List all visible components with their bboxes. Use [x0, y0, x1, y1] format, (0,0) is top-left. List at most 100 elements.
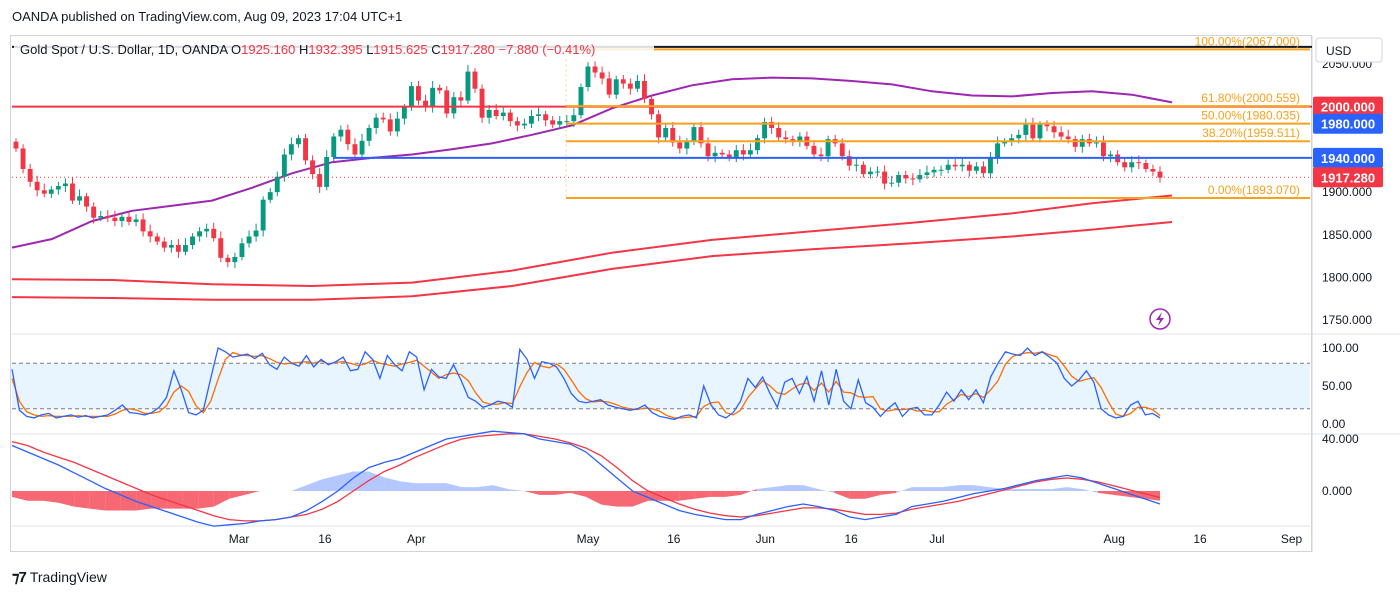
- candle[interactable]: [70, 177, 75, 205]
- candle[interactable]: [465, 64, 471, 105]
- candle[interactable]: [91, 202, 97, 224]
- candle[interactable]: [77, 189, 82, 205]
- candle[interactable]: [168, 239, 174, 253]
- candle[interactable]: [373, 113, 379, 134]
- candle[interactable]: [853, 157, 859, 172]
- candle[interactable]: [846, 150, 852, 171]
- currency-button[interactable]: USD: [1315, 37, 1383, 63]
- candle[interactable]: [500, 105, 506, 121]
- candle[interactable]: [253, 223, 259, 242]
- candle[interactable]: [1009, 133, 1015, 146]
- candle[interactable]: [380, 112, 386, 123]
- candle[interactable]: [27, 163, 33, 187]
- candle[interactable]: [444, 86, 450, 118]
- candle[interactable]: [663, 122, 669, 141]
- candle[interactable]: [811, 139, 817, 159]
- candle[interactable]: [762, 117, 767, 144]
- candle[interactable]: [267, 187, 273, 204]
- candle[interactable]: [514, 116, 520, 132]
- candle[interactable]: [917, 168, 923, 183]
- candle[interactable]: [924, 165, 930, 180]
- candle[interactable]: [1002, 138, 1008, 147]
- candle[interactable]: [486, 104, 492, 124]
- candle[interactable]: [712, 145, 718, 163]
- candle[interactable]: [98, 210, 104, 222]
- candle[interactable]: [966, 161, 972, 177]
- candle[interactable]: [755, 134, 760, 155]
- candle[interactable]: [225, 254, 231, 268]
- candle[interactable]: [656, 110, 661, 144]
- candle[interactable]: [938, 165, 944, 176]
- candle[interactable]: [13, 138, 19, 152]
- candle[interactable]: [931, 166, 937, 178]
- candle[interactable]: [119, 213, 125, 228]
- tradingview-logo[interactable]: ⁊7 TradingView: [12, 568, 107, 586]
- candle[interactable]: [896, 171, 902, 187]
- candle[interactable]: [288, 137, 294, 161]
- candle[interactable]: [981, 161, 986, 178]
- candle[interactable]: [175, 239, 181, 258]
- candle[interactable]: [1108, 151, 1113, 163]
- candle[interactable]: [635, 75, 640, 93]
- candle[interactable]: [959, 157, 965, 172]
- candle[interactable]: [1030, 117, 1036, 142]
- candle[interactable]: [161, 237, 167, 252]
- candle[interactable]: [472, 68, 478, 93]
- lightning-icon[interactable]: [1149, 308, 1171, 330]
- candle[interactable]: [197, 227, 202, 242]
- candle[interactable]: [747, 143, 753, 158]
- candle[interactable]: [331, 133, 337, 162]
- candle[interactable]: [324, 150, 330, 191]
- candle[interactable]: [416, 81, 421, 105]
- candle[interactable]: [860, 161, 866, 178]
- candle[interactable]: [84, 192, 89, 212]
- candle[interactable]: [345, 124, 351, 151]
- candle[interactable]: [394, 111, 400, 137]
- candle[interactable]: [232, 252, 238, 269]
- candle[interactable]: [522, 118, 527, 129]
- candle[interactable]: [352, 138, 358, 158]
- candle[interactable]: [1044, 120, 1050, 132]
- candle[interactable]: [437, 84, 443, 94]
- candle[interactable]: [903, 170, 909, 184]
- candle[interactable]: [726, 150, 732, 162]
- candle[interactable]: [41, 183, 47, 198]
- currency-button-box[interactable]: [1315, 37, 1383, 63]
- candle[interactable]: [211, 222, 217, 242]
- candle[interactable]: [310, 155, 315, 180]
- candle[interactable]: [1150, 164, 1156, 176]
- candle[interactable]: [147, 224, 153, 243]
- candle[interactable]: [451, 92, 457, 119]
- candle[interactable]: [239, 238, 245, 261]
- candle[interactable]: [557, 116, 563, 129]
- candle[interactable]: [133, 214, 139, 227]
- candle[interactable]: [1079, 134, 1085, 153]
- candle[interactable]: [281, 148, 287, 182]
- candle[interactable]: [63, 178, 68, 193]
- candle[interactable]: [338, 125, 344, 142]
- candle[interactable]: [1023, 118, 1029, 141]
- candle[interactable]: [627, 78, 633, 95]
- candle[interactable]: [218, 231, 224, 263]
- candle[interactable]: [868, 167, 873, 179]
- candle[interactable]: [20, 144, 26, 174]
- candle[interactable]: [366, 124, 372, 146]
- candle[interactable]: [423, 94, 428, 112]
- candle[interactable]: [599, 66, 605, 85]
- candle[interactable]: [479, 84, 485, 123]
- candle[interactable]: [274, 171, 280, 197]
- candle[interactable]: [592, 61, 598, 78]
- candle[interactable]: [317, 168, 323, 193]
- candle[interactable]: [154, 233, 160, 246]
- candle[interactable]: [34, 175, 40, 197]
- candle[interactable]: [945, 159, 951, 174]
- candle[interactable]: [430, 81, 436, 113]
- candle[interactable]: [387, 113, 393, 136]
- candle[interactable]: [797, 132, 803, 147]
- candle[interactable]: [620, 75, 626, 89]
- candle[interactable]: [260, 196, 266, 237]
- candle[interactable]: [818, 147, 824, 162]
- candle[interactable]: [507, 109, 513, 127]
- candle[interactable]: [889, 175, 895, 187]
